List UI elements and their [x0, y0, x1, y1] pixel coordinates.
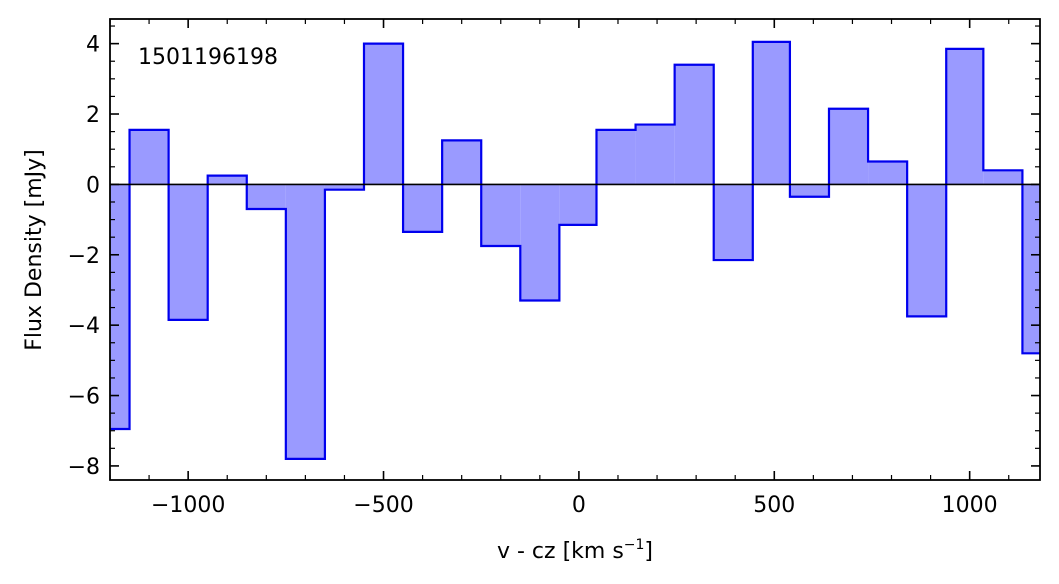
histogram-bin-6	[324, 184, 364, 190]
y-tick-label: −4	[68, 314, 100, 339]
histogram-bin-23	[983, 170, 1023, 185]
y-axis-label: Flux Density [mJy]	[22, 149, 47, 350]
x-axis-label-superscript: −1	[624, 537, 645, 553]
y-tick-label: −6	[68, 385, 100, 410]
histogram-bin-20	[868, 161, 908, 185]
x-tick-label: 1000	[942, 493, 998, 518]
histogram-bin-22	[946, 48, 984, 185]
x-axis-label-close: ]	[644, 539, 653, 564]
histogram-bin-2	[168, 184, 208, 320]
y-tick-label: −2	[68, 244, 100, 269]
y-tick-label: 2	[86, 103, 100, 128]
histogram-bins	[110, 41, 1040, 459]
x-tick-label: −1000	[151, 493, 225, 518]
histogram-bin-7	[363, 43, 404, 185]
x-tick-label: 500	[753, 493, 795, 518]
histogram-bin-12	[559, 184, 597, 225]
histogram-bin-19	[828, 108, 869, 185]
histogram-bin-18	[789, 184, 829, 197]
plot-area	[110, 40, 1040, 460]
histogram-bin-5	[285, 184, 325, 459]
histogram-bin-10	[481, 184, 521, 246]
histogram-bin-0	[110, 184, 130, 429]
histogram-bin-21	[907, 184, 947, 317]
source-id-label: 1501196198	[138, 45, 278, 70]
axis-ticks: −1000 −500 0 500 1000 −8 −6 −4 −2 0 2 4	[68, 19, 1040, 518]
x-tick-label: 0	[572, 493, 586, 518]
x-tick-label: −500	[353, 493, 413, 518]
histogram-bin-15	[674, 64, 714, 185]
histogram-bin-24	[1022, 184, 1040, 354]
histogram-bin-11	[520, 184, 560, 301]
x-axis-label-text: v - cz [km s	[497, 539, 624, 564]
y-tick-label: 0	[86, 173, 100, 198]
y-tick-label: −8	[68, 455, 100, 480]
y-tick-label: 4	[86, 33, 100, 58]
histogram-bin-1	[129, 129, 169, 185]
histogram-bin-17	[752, 41, 790, 185]
histogram-step-outline	[110, 40, 1040, 460]
x-axis-label: v - cz [km s−1]	[497, 537, 653, 564]
histogram-bin-9	[442, 140, 482, 185]
plot-frame	[109, 18, 1041, 481]
histogram-bin-16	[713, 184, 753, 261]
histogram-bin-13	[596, 129, 636, 185]
histogram-bin-14	[635, 124, 675, 185]
histogram-bin-4	[246, 184, 286, 210]
histogram-bin-3	[207, 175, 247, 185]
histogram-bin-8	[403, 184, 443, 232]
